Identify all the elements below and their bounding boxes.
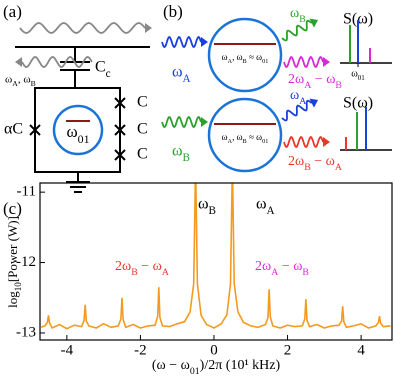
- qubit-circle: [52, 104, 104, 156]
- arrow-head: [145, 23, 152, 33]
- junction-label: C: [137, 146, 148, 163]
- panel-label: (a): [3, 2, 22, 21]
- annotation: ωB: [198, 196, 216, 217]
- wave: [283, 55, 324, 69]
- wave: [161, 35, 202, 49]
- spectrum-line: [40, 183, 391, 330]
- arrow-head: [201, 117, 208, 127]
- spectrum-label: S(ω): [343, 11, 373, 28]
- annotation: 2ωA − ωB: [255, 259, 309, 278]
- qubit-circle: [207, 97, 283, 173]
- spectrum-axis-label: ω01: [351, 68, 365, 81]
- y-tick-label: -12: [16, 254, 36, 270]
- input-label: ωA, ωB: [5, 74, 36, 89]
- y-tick-label: -11: [17, 184, 36, 200]
- annotation: 2ωB − ωA: [115, 259, 169, 278]
- wave: [161, 115, 202, 129]
- arrow-head: [201, 37, 208, 47]
- wave: [281, 99, 313, 122]
- wave-label: ωA: [290, 88, 306, 107]
- plot-frame: [39, 182, 393, 341]
- arrow-head: [323, 57, 330, 67]
- spectrum-label: S(ω): [343, 95, 373, 112]
- panel-label: (c): [3, 199, 22, 218]
- condition: ωA, ωB ≈ ω01: [222, 52, 269, 65]
- coupling-label: Cc: [95, 59, 111, 80]
- panel-label: (b): [163, 2, 183, 21]
- arrow-head: [309, 18, 318, 28]
- wave-label: 2ωB − ωA: [288, 154, 342, 173]
- x-tick-label: -2: [134, 342, 147, 358]
- x-tick-label: -4: [61, 342, 74, 358]
- wave: [19, 22, 146, 34]
- junction-label: C: [137, 94, 148, 111]
- junction-label: αC: [4, 121, 23, 138]
- wave-label: ωA: [172, 64, 191, 85]
- arrow-head: [323, 137, 330, 147]
- arrow-head: [309, 98, 318, 108]
- wave: [283, 135, 324, 149]
- wave-label: 2ωA − ωB: [288, 72, 342, 91]
- y-tick-label: -13: [16, 324, 36, 340]
- x-axis-label: (ω − ω01)/2π (10¹ kHz): [152, 358, 281, 376]
- arrow-head: [15, 57, 22, 67]
- junctions: [29, 97, 126, 193]
- wave: [281, 19, 313, 42]
- x-tick-label: 4: [357, 342, 365, 358]
- condition: ωA, ωB ≈ ω01: [222, 132, 269, 145]
- junction-label: C: [137, 121, 148, 138]
- x-tick-label: 2: [284, 342, 292, 358]
- mini-spectra: [340, 20, 392, 151]
- qubit-circle: [207, 17, 283, 93]
- wave: [21, 56, 93, 68]
- x-tick-label: 0: [210, 342, 218, 358]
- annotation: ωA: [256, 196, 275, 217]
- wave-label: ωB: [290, 6, 306, 25]
- wave-label: ωB: [172, 143, 190, 164]
